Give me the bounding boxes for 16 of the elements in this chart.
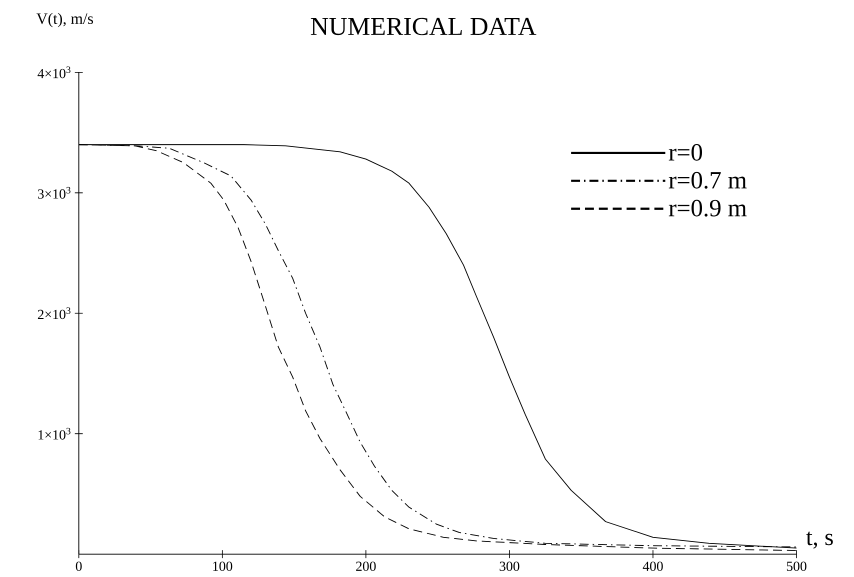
x-tick-label: 0 bbox=[76, 562, 82, 572]
x-tick-label: 200 bbox=[356, 562, 376, 572]
y-tick-label: 4×10$^{3}$ bbox=[38, 66, 70, 78]
y-tick-label: 3×10$^{3}$ bbox=[38, 186, 70, 199]
y-tick-label: 2×10$^{3}$ bbox=[38, 307, 70, 320]
x-tick-label: 400 bbox=[642, 562, 663, 572]
chart-title: NUMERICAL DATA bbox=[310, 18, 536, 36]
legend-label: r=0.9 m bbox=[668, 200, 747, 217]
legend-label: r=0.7 m bbox=[668, 172, 747, 189]
y-axis-title: V(t), m/s bbox=[36, 12, 93, 28]
y-tick-label: 1×10$^{3}$ bbox=[38, 428, 70, 440]
x-axis-title: t, s bbox=[806, 532, 833, 549]
x-tick-label: 100 bbox=[213, 562, 232, 572]
legend-label: r=0 bbox=[668, 144, 702, 161]
x-tick-label: 500 bbox=[786, 562, 806, 572]
x-tick-label: 300 bbox=[500, 562, 520, 572]
